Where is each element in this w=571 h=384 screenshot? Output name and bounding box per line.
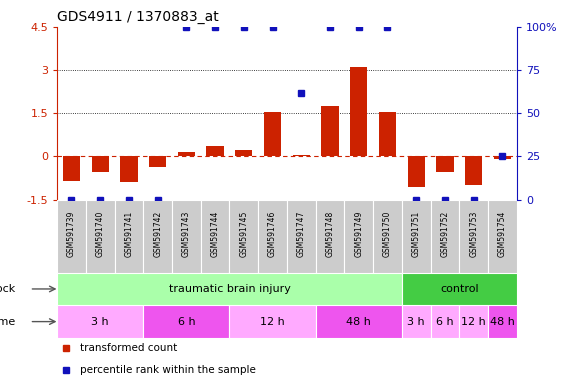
Text: GDS4911 / 1370883_at: GDS4911 / 1370883_at: [57, 10, 219, 24]
Text: GSM591750: GSM591750: [383, 210, 392, 257]
Text: 3 h: 3 h: [407, 316, 425, 327]
Text: GSM591741: GSM591741: [124, 210, 134, 257]
Bar: [321, 106, 339, 157]
Bar: [149, 157, 166, 167]
Text: 6 h: 6 h: [178, 316, 195, 327]
Bar: [235, 150, 252, 157]
Bar: [494, 157, 511, 159]
Bar: [201, 200, 230, 273]
Bar: [316, 200, 344, 273]
Bar: [431, 200, 459, 273]
Text: GSM591739: GSM591739: [67, 210, 76, 257]
Bar: [258, 200, 287, 273]
Text: GSM591743: GSM591743: [182, 210, 191, 257]
Bar: [402, 305, 431, 338]
Bar: [459, 305, 488, 338]
Text: 48 h: 48 h: [346, 316, 371, 327]
Text: 6 h: 6 h: [436, 316, 454, 327]
Text: GSM591753: GSM591753: [469, 210, 478, 257]
Text: GSM591747: GSM591747: [297, 210, 306, 257]
Text: GSM591746: GSM591746: [268, 210, 277, 257]
Bar: [230, 200, 258, 273]
Bar: [488, 200, 517, 273]
Bar: [120, 157, 138, 182]
Text: GSM591744: GSM591744: [211, 210, 220, 257]
Bar: [172, 200, 201, 273]
Bar: [436, 157, 453, 172]
Bar: [57, 273, 402, 305]
Bar: [178, 152, 195, 157]
Bar: [207, 146, 224, 157]
Text: percentile rank within the sample: percentile rank within the sample: [80, 364, 256, 375]
Bar: [293, 155, 310, 157]
Bar: [264, 112, 281, 157]
Bar: [488, 305, 517, 338]
Bar: [402, 273, 517, 305]
Bar: [91, 157, 109, 172]
Bar: [402, 200, 431, 273]
Bar: [379, 112, 396, 157]
Text: GSM591748: GSM591748: [325, 210, 335, 257]
Bar: [459, 200, 488, 273]
Text: 48 h: 48 h: [490, 316, 515, 327]
Bar: [63, 157, 80, 181]
Bar: [465, 157, 482, 185]
Bar: [344, 200, 373, 273]
Text: GSM591752: GSM591752: [440, 210, 449, 257]
Bar: [316, 305, 402, 338]
Bar: [431, 305, 459, 338]
Text: 12 h: 12 h: [260, 316, 285, 327]
Text: transformed count: transformed count: [80, 343, 178, 354]
Text: GSM591745: GSM591745: [239, 210, 248, 257]
Bar: [373, 200, 402, 273]
Text: shock: shock: [0, 284, 16, 294]
Text: GSM591749: GSM591749: [354, 210, 363, 257]
Text: GSM591740: GSM591740: [96, 210, 104, 257]
Bar: [143, 200, 172, 273]
Bar: [115, 200, 143, 273]
Text: GSM591751: GSM591751: [412, 210, 421, 257]
Text: GSM591742: GSM591742: [153, 210, 162, 257]
Text: 12 h: 12 h: [461, 316, 486, 327]
Bar: [408, 157, 425, 187]
Bar: [86, 200, 115, 273]
Bar: [143, 305, 230, 338]
Bar: [230, 305, 316, 338]
Bar: [287, 200, 316, 273]
Text: traumatic brain injury: traumatic brain injury: [168, 284, 291, 294]
Bar: [57, 305, 143, 338]
Text: control: control: [440, 284, 478, 294]
Bar: [350, 67, 367, 157]
Text: 3 h: 3 h: [91, 316, 109, 327]
Text: GSM591754: GSM591754: [498, 210, 507, 257]
Text: time: time: [0, 316, 16, 327]
Bar: [57, 200, 86, 273]
